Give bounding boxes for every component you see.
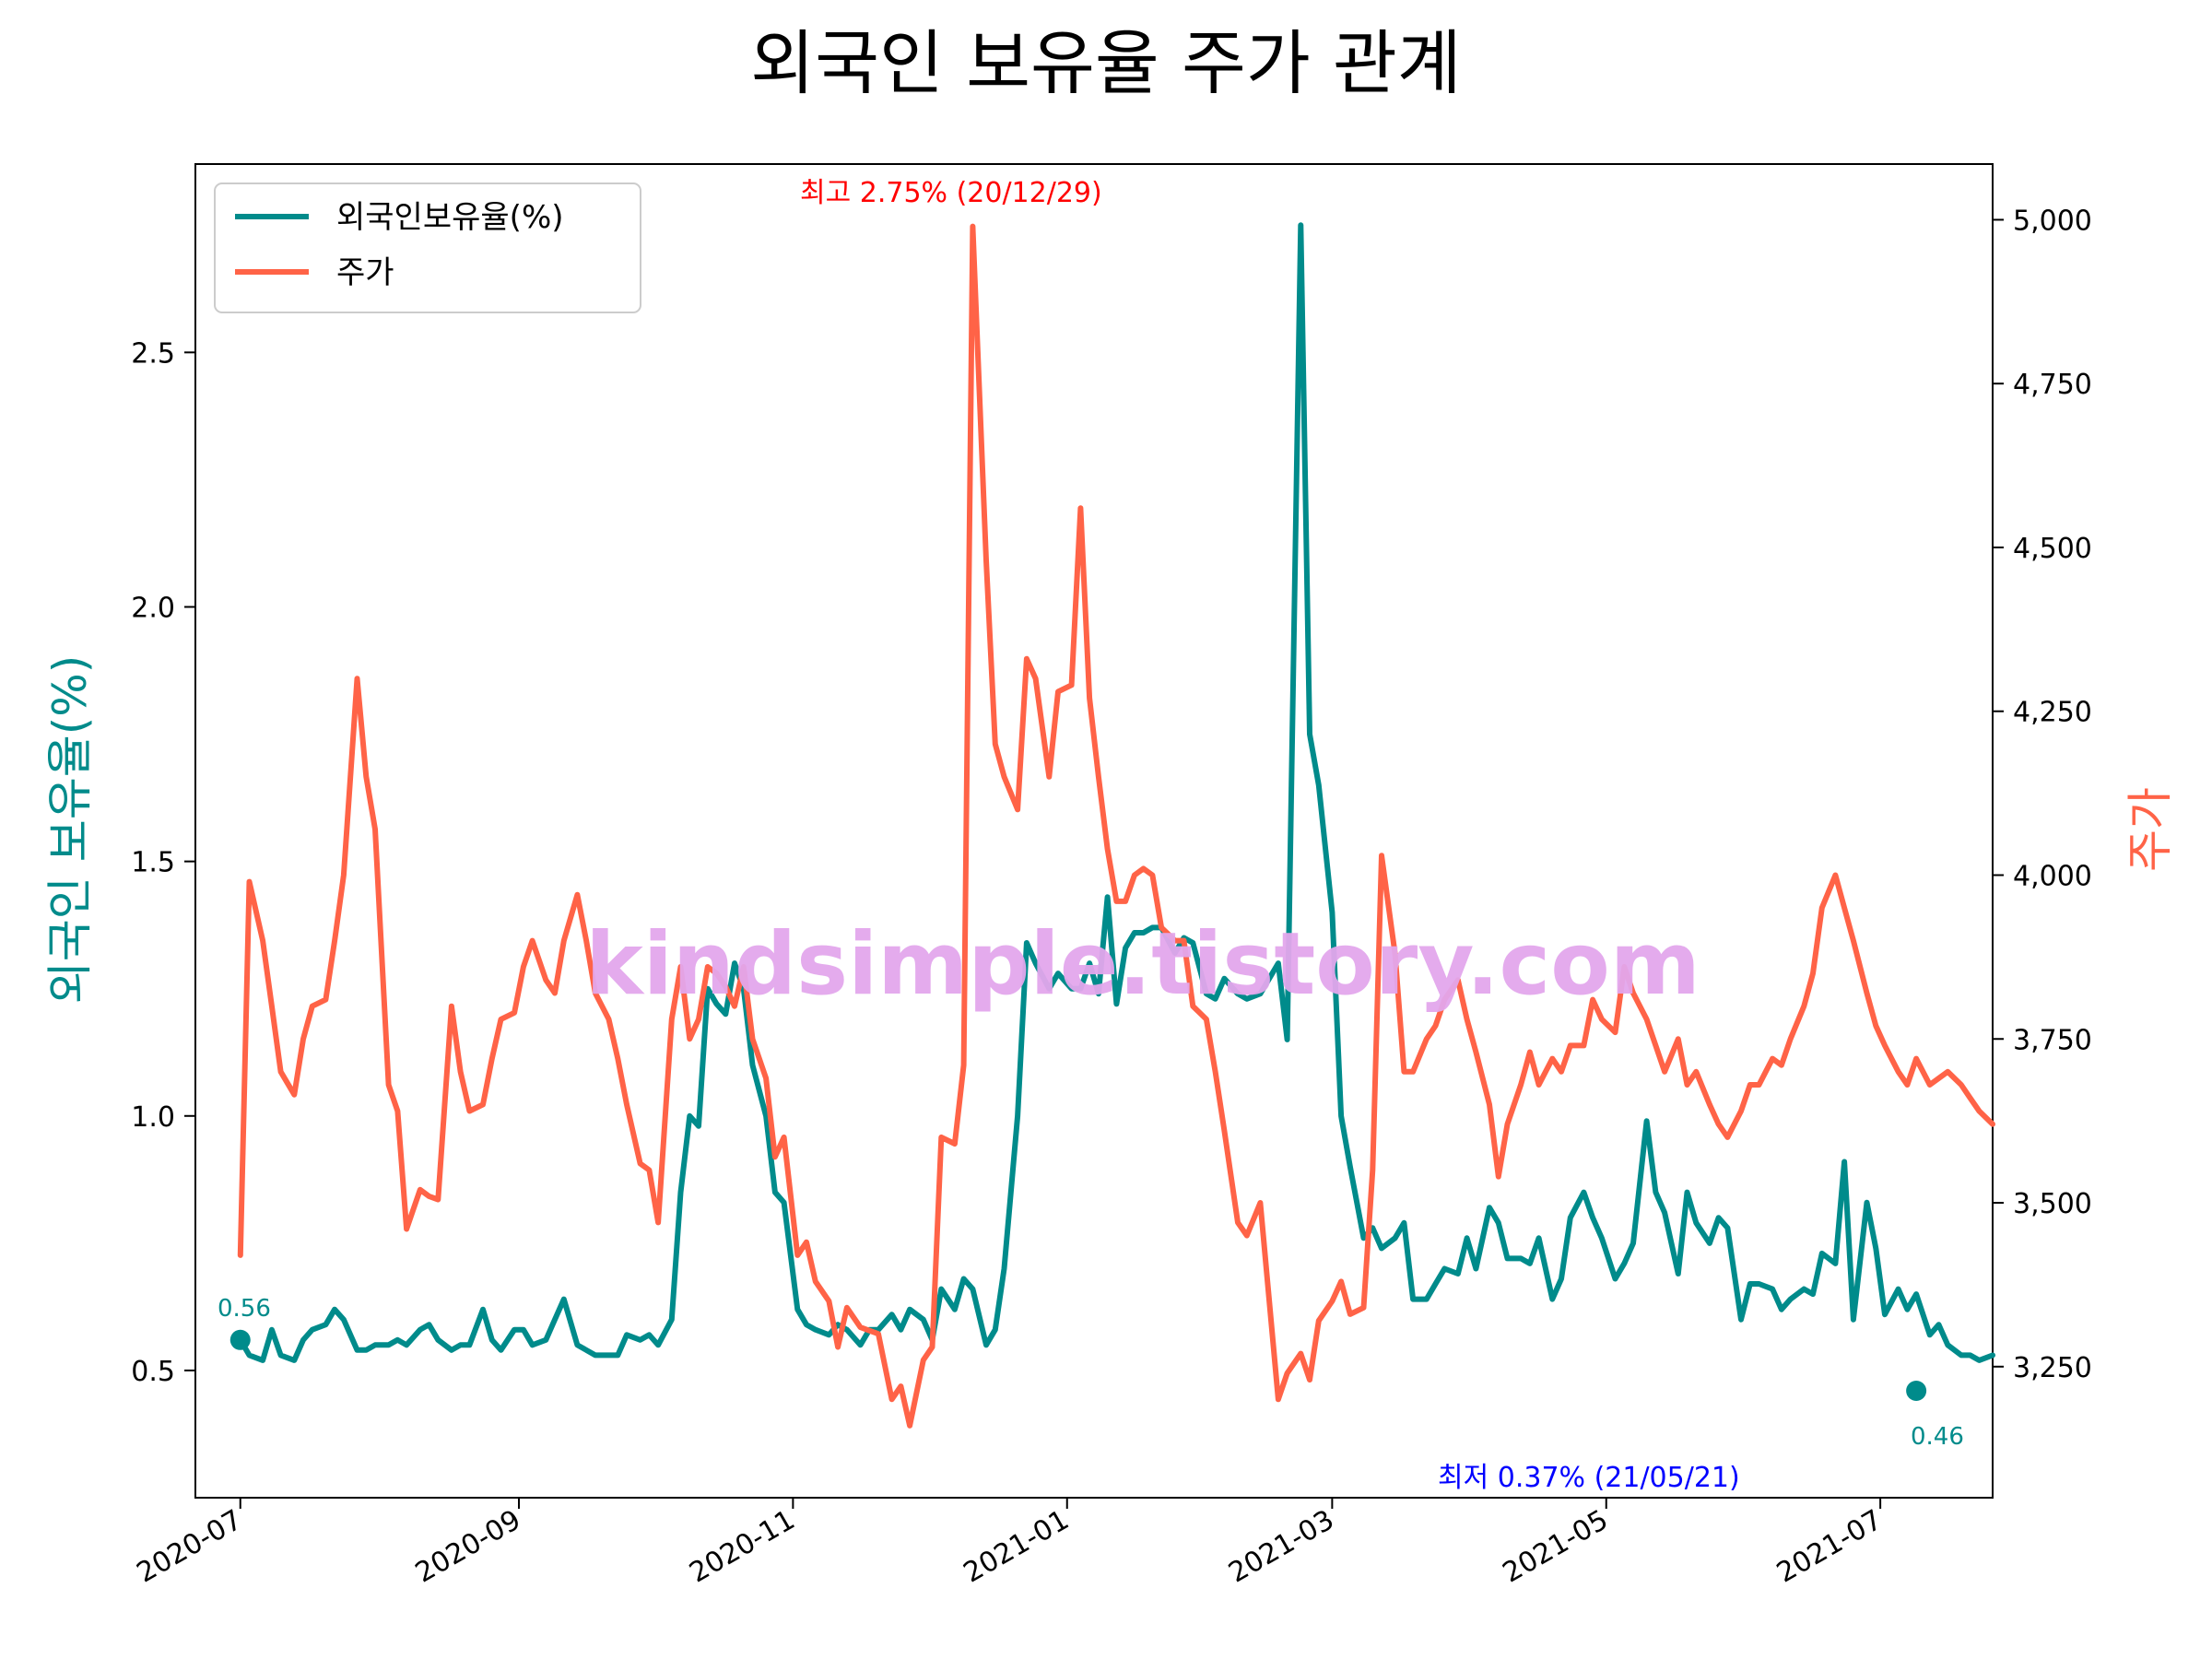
- y-right-tick-label: 3,500: [2013, 1188, 2092, 1220]
- y-left-tick-label: 2.0: [131, 592, 175, 624]
- start-value-label: 0.56: [218, 1295, 271, 1323]
- legend: 외국인보유율(%) 주가: [215, 183, 641, 312]
- start-point-marker: [230, 1330, 251, 1350]
- y-right-tick-label: 5,000: [2013, 205, 2092, 237]
- y-right-tick-label: 3,250: [2013, 1352, 2092, 1384]
- y-left-tick-label: 1.0: [131, 1101, 175, 1134]
- y-left-tick-label: 1.5: [131, 847, 175, 879]
- y-right-tick-label: 3,750: [2013, 1024, 2092, 1056]
- y-axis-right-label: 주가: [2124, 787, 2177, 872]
- chart-title: 외국인 보유율 주가 관계: [750, 22, 1462, 104]
- legend-label-price: 주가: [336, 254, 394, 291]
- y-left-tick-label: 0.5: [131, 1356, 175, 1388]
- end-value-label: 0.46: [1911, 1423, 1964, 1451]
- y-right-tick-label: 4,750: [2013, 369, 2092, 401]
- end-point-marker: [1906, 1381, 1926, 1401]
- watermark: kindsimple.tistory.com: [585, 914, 1700, 1015]
- y-axis-left-label: 외국인 보유율(%): [43, 655, 97, 1004]
- y-left-tick-label: 2.5: [131, 337, 175, 370]
- max-annotation: 최고 2.75% (20/12/29): [800, 177, 1102, 209]
- min-annotation: 최저 0.37% (21/05/21): [1438, 1462, 1740, 1494]
- legend-label-ownership: 외국인보유율(%): [336, 199, 564, 236]
- y-right-tick-label: 4,500: [2013, 533, 2092, 565]
- y-right-tick-label: 4,250: [2013, 697, 2092, 729]
- y-right-tick-label: 4,000: [2013, 860, 2092, 892]
